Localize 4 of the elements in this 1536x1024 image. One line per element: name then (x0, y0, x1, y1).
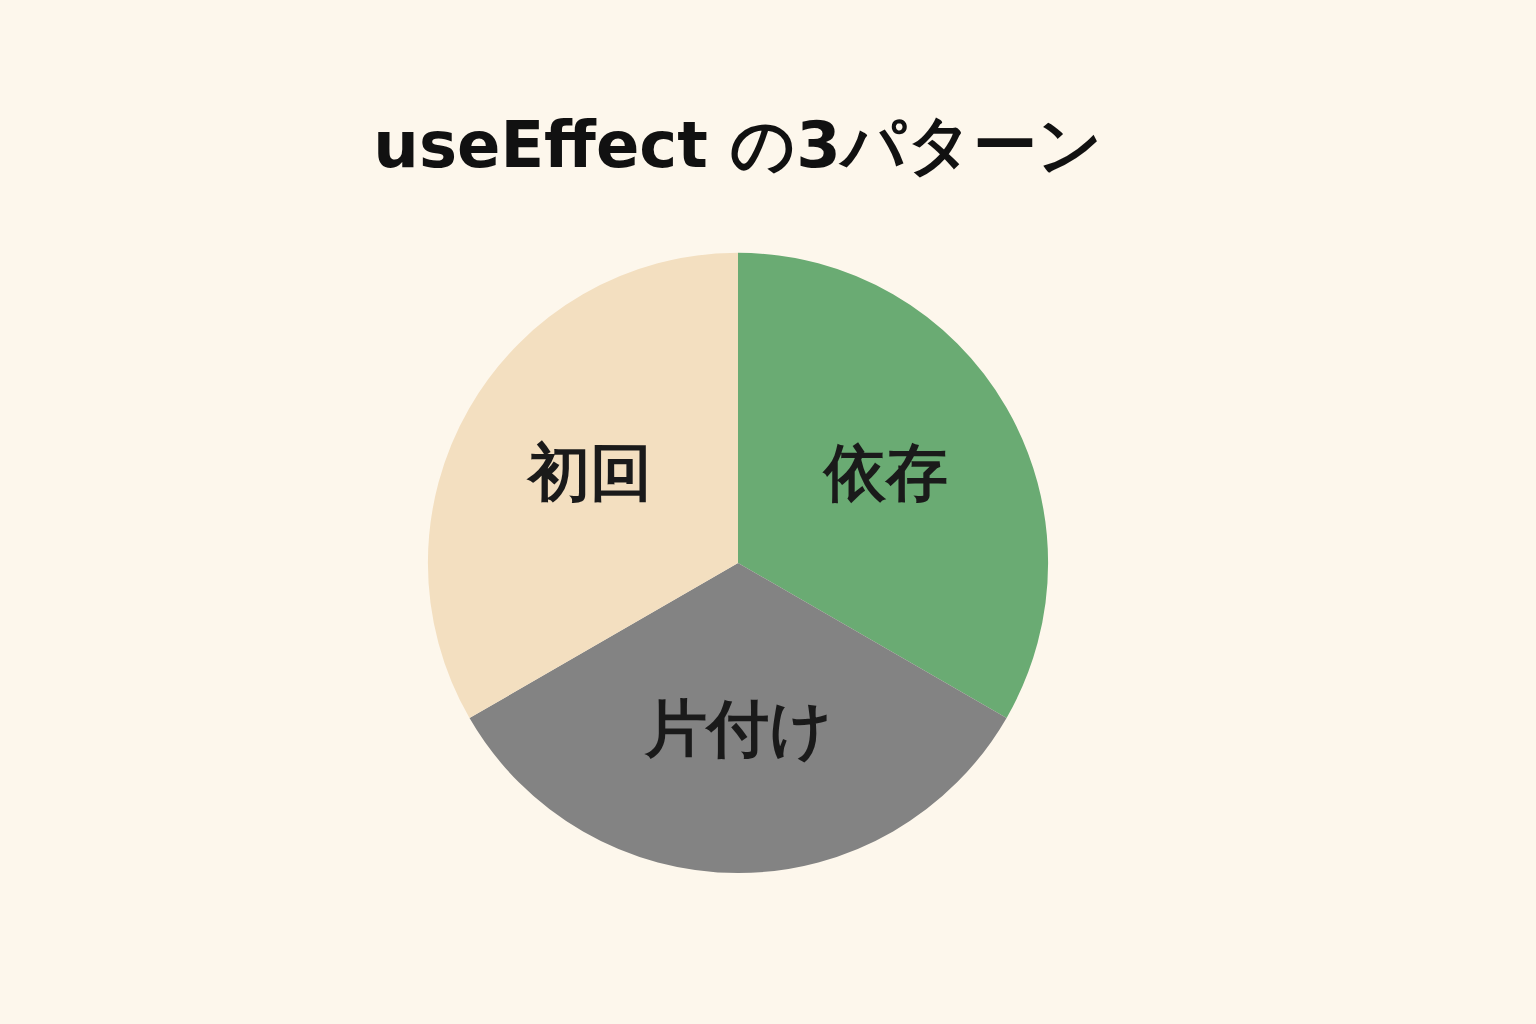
slice-label: 初回 (526, 435, 653, 509)
chart-title: useEffect の3パターン (373, 108, 1103, 183)
slice-label: 片付け (643, 691, 832, 765)
slice-label: 依存 (821, 435, 948, 509)
